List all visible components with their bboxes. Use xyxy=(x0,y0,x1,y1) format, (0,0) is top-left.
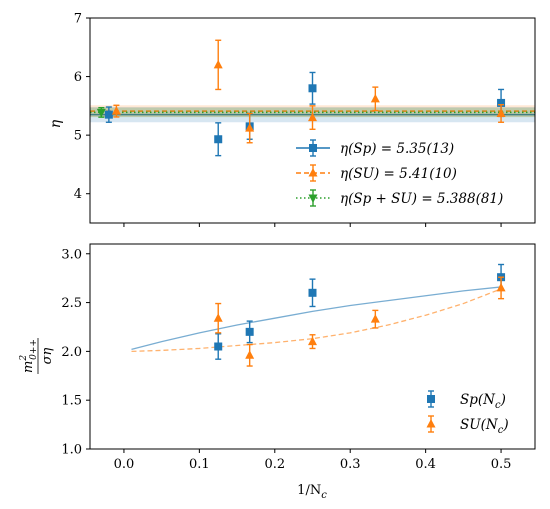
top-ytick-label-0: 4 xyxy=(74,187,82,202)
bottom-Sp-point-1 xyxy=(245,327,254,336)
bottom-Sp-point-0 xyxy=(214,342,223,351)
bottom-ytick-label-3: 2.5 xyxy=(61,296,82,311)
top-Sp-point-0 xyxy=(104,110,113,119)
top-ytick-label-3: 7 xyxy=(74,12,82,27)
bottom-SU-point-0 xyxy=(213,313,223,322)
bottom-xtick-label-4: 0.4 xyxy=(415,457,436,472)
bottom-SU-point-1 xyxy=(245,350,255,359)
bottom-legend: Sp(Nc) SU(Nc) xyxy=(426,390,509,436)
top-SU-point-2 xyxy=(245,123,255,132)
bottom-fits xyxy=(131,286,502,353)
svg-text:m20++: m20++ xyxy=(19,339,39,373)
top-SU-point-1 xyxy=(213,59,223,69)
bottom-axes-frame xyxy=(89,243,536,450)
top-legend-marker-0 xyxy=(309,144,317,152)
ylabel-sup: 2 xyxy=(19,355,29,362)
top-axes-frame xyxy=(89,17,536,224)
bottom-legend-label-1: SU(Nc) xyxy=(460,417,509,436)
bottom-xtick-label-2: 0.2 xyxy=(264,457,285,472)
bottom-SU-point-4 xyxy=(496,282,506,292)
top-y-axis-label: η xyxy=(48,119,64,128)
ylabel-sub: 0++ xyxy=(29,339,39,360)
top-Sp-point-1 xyxy=(214,135,223,144)
bottom-y-axis-label: m20++ ση xyxy=(19,338,55,374)
top-y-ticks: 4 5 6 7 xyxy=(74,12,90,202)
bottom-xtick-label-1: 0.1 xyxy=(189,457,210,472)
top-markers xyxy=(96,39,506,157)
top-SU-point-4 xyxy=(370,93,380,103)
xlabel-main: 1/N xyxy=(297,483,321,498)
top-SpSU-point-0 xyxy=(96,108,106,118)
bottom-Sp-point-2 xyxy=(308,288,317,297)
top-legend-label-0: η(Sp) = 5.35(13) xyxy=(340,141,454,157)
bottom-legend-label-0: Sp(Nc) xyxy=(460,392,506,411)
bottom-xtick-label-0: 0.0 xyxy=(114,457,135,472)
top-x-ticks xyxy=(123,223,502,227)
ylabel-den: ση xyxy=(40,347,55,364)
fit-Sp xyxy=(131,286,502,351)
bottom-y-ticks: 1.0 1.5 2.0 2.5 3.0 xyxy=(61,247,90,458)
top-SU-point-0 xyxy=(111,106,121,115)
bottom-markers xyxy=(213,263,506,367)
top-ytick-label-1: 5 xyxy=(74,129,82,144)
xlabel-sub: c xyxy=(321,490,327,501)
top-SU-point-5 xyxy=(496,108,506,117)
bottom-ytick-label-0: 1.0 xyxy=(61,443,82,458)
bottom-SU-point-2 xyxy=(308,336,317,346)
bottom-x-axis-label: 1/Nc xyxy=(297,483,327,501)
bottom-xtick-label-3: 0.3 xyxy=(340,457,361,472)
top-legend-marker-2 xyxy=(308,194,318,203)
top-Sp-point-3 xyxy=(308,84,317,93)
top-legend-label-2: η(Sp + SU) = 5.388(81) xyxy=(340,191,503,207)
top-legend-marker-1 xyxy=(308,168,318,177)
bottom-ytick-label-4: 3.0 xyxy=(61,247,82,262)
top-legend: η(Sp) = 5.35(13) η(SU) = 5.41(10) η(Sp + S… xyxy=(296,139,503,207)
top-legend-label-1: η(SU) = 5.41(10) xyxy=(340,166,457,182)
fit-SU xyxy=(131,288,502,353)
bottom-xtick-label-5: 0.5 xyxy=(491,457,512,472)
bottom-legend-marker-0 xyxy=(427,395,435,403)
bottom-ytick-label-1: 1.5 xyxy=(61,394,82,409)
bottom-ytick-label-2: 2.0 xyxy=(61,345,82,360)
bottom-SU-point-3 xyxy=(370,314,380,323)
top-Sp-point-4 xyxy=(497,98,506,107)
bottom-x-ticks: 0.0 0.1 0.2 0.3 0.4 0.5 xyxy=(114,449,512,472)
bottom-legend-marker-1 xyxy=(426,419,436,428)
bottom-panel: 1.0 1.5 2.0 2.5 3.0 0.0 0.1 0.2 0.3 0.4 0.5 m20++… xyxy=(19,243,536,501)
top-ytick-label-2: 6 xyxy=(74,70,82,85)
ylabel-m: m xyxy=(21,361,36,373)
top-SU-point-3 xyxy=(308,112,317,122)
